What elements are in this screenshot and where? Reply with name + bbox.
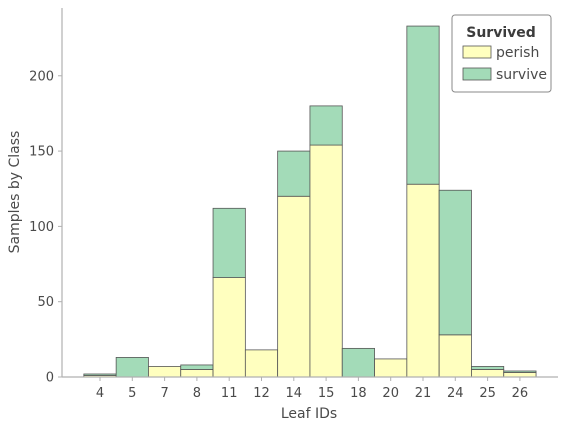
bar-survive-21 (406, 25, 440, 185)
y-tick-label: 100 (29, 220, 54, 235)
legend-label-survive: survive (496, 67, 547, 83)
x-tick-label-11: 11 (221, 386, 238, 401)
x-axis-label: Leaf IDs (281, 406, 337, 422)
bar-perish-15 (309, 144, 343, 378)
bar-survive-5 (115, 357, 149, 378)
bar-perish-24 (438, 334, 472, 378)
x-tick-label-15: 15 (318, 386, 335, 401)
legend-swatch-perish (462, 45, 492, 59)
x-tick-label-8: 8 (193, 386, 201, 401)
y-axis-label: Samples by Class (7, 131, 23, 254)
bar-survive-26 (503, 370, 537, 373)
bar-perish-25 (471, 369, 505, 378)
bar-perish-8 (180, 369, 214, 378)
x-tick-label-7: 7 (160, 386, 168, 401)
x-tick-label-18: 18 (350, 386, 367, 401)
y-ticks: 0 50 100 150 200 (29, 69, 62, 386)
x-tick-label-25: 25 (479, 386, 496, 401)
x-tick-label-24: 24 (447, 386, 464, 401)
bar-perish-26 (503, 372, 537, 378)
legend: Survived perish survive (451, 14, 552, 93)
bar-perish-20 (374, 358, 408, 378)
bar-survive-8 (180, 364, 214, 370)
x-tick-label-20: 20 (382, 386, 399, 401)
bar-perish-7 (148, 366, 182, 378)
y-tick-label: 0 (46, 371, 54, 386)
legend-label-perish: perish (496, 45, 539, 61)
x-tick-label-21: 21 (415, 386, 432, 401)
bar-survive-24 (438, 189, 472, 336)
y-tick-label: 50 (37, 295, 54, 310)
x-tick-label-4: 4 (96, 386, 104, 401)
bar-survive-4 (83, 373, 117, 376)
bar-perish-11 (212, 277, 246, 378)
bar-perish-14 (277, 195, 311, 378)
y-tick-label: 150 (29, 145, 54, 160)
x-tick-label-14: 14 (286, 386, 303, 401)
bar-perish-12 (244, 349, 279, 378)
y-tick-label: 200 (29, 69, 54, 84)
x-tick-label-12: 12 (253, 386, 270, 401)
legend-swatch-survive (462, 67, 492, 81)
x-tick-label-26: 26 (512, 386, 529, 401)
bar-survive-15 (309, 105, 343, 146)
bar-perish-21 (406, 183, 440, 378)
x-ticks: 4 5 7 8 11 12 14 15 18 20 21 24 25 26 (96, 377, 528, 401)
legend-title: Survived (466, 25, 536, 41)
bar-survive-25 (471, 366, 505, 370)
bar-survive-11 (212, 207, 246, 278)
bars-layer (83, 25, 537, 378)
x-tick-label-5: 5 (128, 386, 136, 401)
bar-survive-18 (341, 347, 375, 378)
bar-survive-14 (277, 150, 311, 197)
